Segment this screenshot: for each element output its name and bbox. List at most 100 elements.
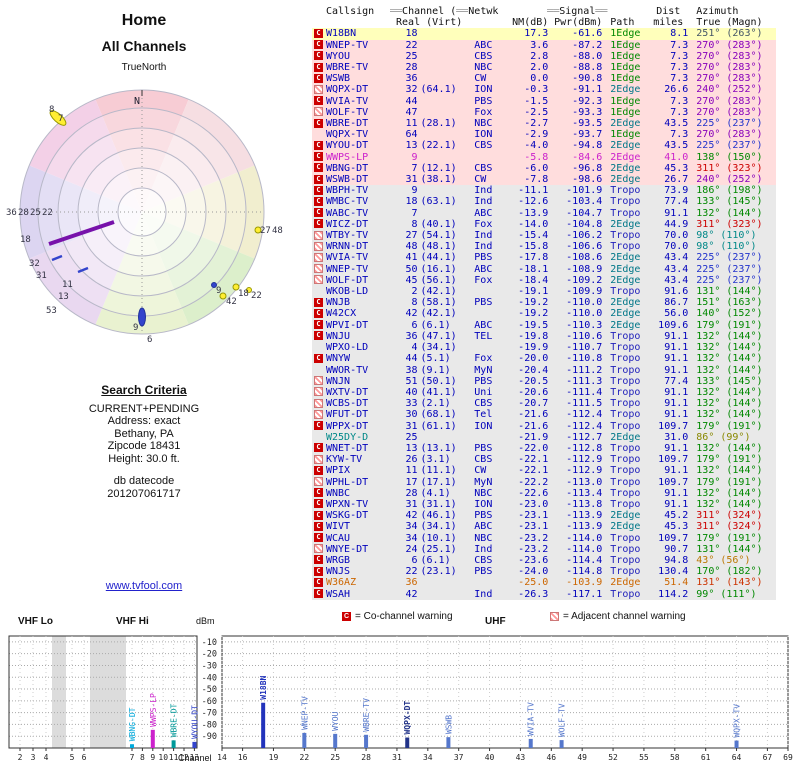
warning-cell: C — [312, 521, 326, 532]
callsign-cell: WNJN — [326, 375, 351, 387]
adjacent-channel-legend: = Adjacent channel warning — [548, 611, 686, 622]
north-label: N — [134, 96, 140, 107]
tvfool-link[interactable]: www.tvfool.com — [105, 580, 183, 592]
radar-channel-label: 31 — [36, 271, 47, 281]
distance-cell: 7.3 — [670, 62, 689, 74]
power-cell: -88.0 — [572, 50, 603, 62]
table-row: WCBS-DT 33 (2.1) CBS -20.7 -111.5 Tropo 91.1 132… — [312, 398, 777, 410]
db-datecode-label: db datecode — [113, 475, 175, 487]
power-cell: -110.0 — [566, 308, 603, 320]
station-bar-label: WYOU-DT — [190, 705, 198, 739]
path-cell: Tropo — [610, 353, 641, 365]
radar-channel-label: 36 — [6, 208, 17, 218]
callsign-cell: WVIA-TV — [326, 252, 369, 264]
uhf-plot-border — [221, 635, 789, 749]
table-row: WXTV-DT 40 (41.1) Uni -20.6 -111.4 Tropo 91.1 13… — [312, 386, 777, 399]
path-cell: Tropo — [610, 454, 641, 466]
virtual-channel-cell: (16.1) — [420, 263, 457, 275]
distance-cell: 7.3 — [670, 50, 689, 62]
station-bar-label: WVIA-TV — [527, 702, 536, 736]
co-channel-warning-icon: C — [314, 488, 323, 498]
adjacent-channel-legend-text: = Adjacent channel warning — [563, 611, 686, 622]
azimuth-cell: 132° (144°) — [696, 398, 763, 410]
power-cell: -110.7 — [566, 342, 603, 354]
power-cell: -104.7 — [566, 207, 603, 219]
real-channel-cell: 6 — [411, 554, 418, 566]
warning-cell — [312, 107, 326, 118]
station-bar-label: WBNG-DT — [128, 707, 137, 741]
warning-cell: C — [312, 174, 326, 185]
virtual-channel-cell: (61.1) — [420, 420, 457, 432]
real-channel-cell: 22 — [405, 39, 418, 51]
header-miles: miles — [653, 17, 684, 29]
co-channel-warning-icon: C — [314, 510, 323, 520]
azimuth-cell: 132° (144°) — [696, 342, 763, 354]
search-criteria-line: Height: 30.0 ft. — [108, 452, 180, 465]
distance-cell: 41.0 — [664, 151, 689, 163]
power-cell: -103.4 — [566, 196, 603, 208]
noise-margin-cell: -26.3 — [518, 588, 549, 600]
noise-margin-cell: -22.2 — [518, 476, 549, 488]
callsign-cell: WRNN-DT — [326, 241, 369, 253]
callsign-cell: WSAH — [326, 588, 351, 600]
table-header-row-2: Real (Virt) NM(dB) Pwr(dBm) Path miles T… — [312, 17, 776, 28]
co-channel-warning-icon: C — [314, 566, 323, 576]
co-channel-warning-icon: C — [314, 118, 323, 128]
virtual-channel-cell: (17.1) — [420, 476, 457, 488]
warning-cell: C — [312, 62, 326, 73]
network-cell: Ind — [474, 185, 493, 197]
callsign-cell: WBRE-TV — [326, 62, 369, 74]
noise-margin-cell: -21.6 — [518, 420, 549, 432]
virtual-channel-cell — [418, 51, 469, 62]
radar-sector — [29, 99, 142, 212]
table-row: C WSKG-DT 42 (46.1) PBS -23.1 -113.9 2Edge 45.2 3… — [312, 510, 777, 522]
azimuth-cell: 131° (143°) — [696, 577, 763, 589]
noise-margin-cell: 2.8 — [530, 50, 549, 62]
warning-cell: C — [312, 297, 326, 308]
warning-cell: C — [312, 320, 326, 331]
noise-margin-cell: -11.1 — [518, 185, 549, 197]
real-channel-cell: 51 — [405, 375, 418, 387]
header-blank-3 — [468, 17, 506, 28]
channel-tick-label: 69 — [783, 753, 793, 762]
network-cell: Ind — [474, 196, 493, 208]
channel-tick-label: 13 — [190, 753, 198, 762]
distance-cell: 51.4 — [664, 577, 689, 589]
path-cell: Tropo — [610, 196, 641, 208]
channel-tick-label: 34 — [423, 753, 433, 762]
header-channel: ══Channel (══ — [390, 6, 469, 17]
real-channel-cell: 8 — [411, 218, 418, 230]
header-netwk: Netwk — [468, 6, 499, 17]
virtual-channel-cell — [418, 129, 469, 140]
noise-margin-cell: -2.5 — [524, 106, 549, 118]
adjacent-channel-warning-icon — [314, 241, 323, 251]
real-channel-cell: 26 — [405, 454, 418, 466]
table-row: W25DY-D 25 -21.9 -112.7 2Edge 31.0 86° (99°) — [312, 431, 777, 443]
distance-cell: 77.4 — [664, 196, 689, 208]
radar-station-marker — [232, 283, 240, 291]
network-cell: CBS — [474, 454, 493, 466]
table-row: C WABC-TV 7 ABC -13.9 -104.7 Tropo 91.1 132° (14… — [312, 207, 777, 219]
power-cell: -113.8 — [566, 498, 603, 510]
real-channel-cell: 22 — [405, 566, 418, 578]
noise-margin-cell: -7.8 — [524, 174, 549, 186]
azimuth-cell: 132° (144°) — [696, 386, 763, 398]
azimuth-cell: 132° (144°) — [696, 409, 763, 421]
azimuth-cell: 132° (144°) — [696, 498, 763, 510]
table-row: C WNJS 22 (23.1) PBS -24.0 -114.8 Tropo 130.4 170… — [312, 566, 777, 578]
radar-sector — [142, 165, 264, 259]
path-cell: Tropo — [610, 420, 641, 432]
virtual-channel-cell — [418, 152, 469, 163]
table-row: C WSWB-DT 31 (38.1) CW -7.8 -98.6 2Edge 26.7 240°… — [312, 174, 777, 186]
power-cell: -111.3 — [566, 375, 603, 387]
virtual-channel-cell: (68.1) — [420, 409, 457, 421]
channel-tick-label: 64 — [732, 753, 742, 762]
station-bar — [559, 740, 564, 748]
radar-channel-label: 22 — [42, 208, 53, 218]
radar-sector — [142, 99, 255, 212]
azimuth-cell: 133° (145°) — [696, 375, 763, 387]
power-cell: -112.4 — [566, 409, 603, 421]
table-row: C WNEP-TV 22 ABC 3.6 -87.2 1Edge 7.3 270° (283°) — [312, 39, 777, 51]
power-cell: -113.0 — [566, 476, 603, 488]
real-channel-cell: 44 — [405, 95, 418, 107]
